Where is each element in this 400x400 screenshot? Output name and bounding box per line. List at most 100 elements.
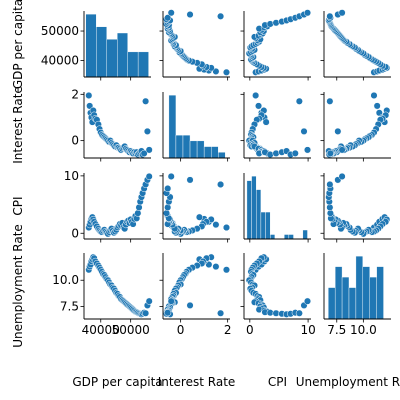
scatter-point <box>195 213 203 221</box>
hist-bar <box>117 32 128 78</box>
scatter-point <box>217 12 225 20</box>
scatter-point <box>145 146 153 154</box>
scatter-point <box>212 263 220 271</box>
scatter-point <box>300 127 308 135</box>
scatter-point <box>217 180 225 189</box>
scatter-point <box>326 97 334 105</box>
scatter-point <box>266 20 274 28</box>
x-axis-label-gdp: GDP per capita <box>72 375 162 389</box>
scatter-point <box>266 150 274 159</box>
panel-cpi-vs-unemp <box>320 172 391 243</box>
scatter-point <box>334 127 342 135</box>
scatter-point <box>255 102 263 110</box>
scatter-point <box>295 97 303 105</box>
scatter-point <box>186 301 194 309</box>
scatter-point <box>212 67 220 75</box>
panel-rate-vs-cpi <box>240 91 312 162</box>
scatter-point <box>338 9 346 17</box>
x-tick-label: 10.0 <box>350 323 377 337</box>
y-tick-label: 2 <box>71 87 79 101</box>
scatter-point <box>86 102 94 110</box>
scatter-point <box>370 91 378 100</box>
panel-rate-vs-gdp: 02 <box>71 87 153 162</box>
panel-cpi-vs-rate <box>159 172 231 243</box>
scatter-point <box>272 309 280 317</box>
hist-bar <box>210 146 219 159</box>
y-tick-label: 10 <box>64 169 79 183</box>
scatter-point <box>222 223 231 232</box>
hist-bar <box>251 175 257 240</box>
scatter-point <box>252 91 260 100</box>
panel-unemp-vs-cpi: 0 10 <box>240 253 316 337</box>
x-tick-label: 7.5 <box>327 323 346 337</box>
x-tick-label: 0 <box>177 323 185 337</box>
hist-bar <box>334 266 343 320</box>
x-tick-label: 50000 <box>112 323 150 337</box>
x-axis-label-unemp: Unemployment Rate <box>296 375 400 389</box>
hist-bar <box>175 134 184 159</box>
hist-bar <box>256 189 262 240</box>
scatter-point <box>140 149 148 157</box>
y-tick-label: 0 <box>71 226 79 240</box>
scatter-point <box>338 172 346 180</box>
y-tick-label: 40000 <box>41 54 79 68</box>
scatter-point <box>85 91 93 100</box>
scatter-point <box>212 221 220 229</box>
y-axis-label-gdp: GDP per capita <box>11 0 25 89</box>
scatter-point <box>145 172 153 180</box>
scatter-point <box>326 12 334 20</box>
scatter-point <box>326 149 334 157</box>
y-tick-label: 0 <box>71 134 79 148</box>
scatter-point <box>266 309 274 317</box>
x-tick-label: 2 <box>224 323 232 337</box>
hist-bar <box>246 180 252 240</box>
panel-rate-vs-unemp <box>320 91 391 162</box>
scatter-point <box>134 209 142 217</box>
scatter-point <box>222 266 231 274</box>
hist-bar <box>302 229 308 240</box>
scatter-point <box>295 309 303 317</box>
hist-bar <box>341 276 350 320</box>
y-axis-label-cpi: CPI <box>11 196 25 215</box>
hist-bar <box>362 266 370 320</box>
scatter-point <box>162 209 171 217</box>
hist-bar <box>328 287 336 320</box>
hist-bar <box>196 140 205 159</box>
scatter-point <box>217 309 225 317</box>
y-axis-label-unemp: Unemployment Rate <box>11 224 25 348</box>
scatter-point <box>164 14 172 22</box>
y-axis-label-rate: Interest Rate <box>11 86 25 164</box>
hist-bar <box>270 234 276 240</box>
hist-bar <box>369 276 377 320</box>
x-tick-label: 10 <box>300 323 315 337</box>
hist-bar <box>218 152 226 159</box>
y-tick-label: 10.0 <box>52 273 79 287</box>
panel-gdp-vs-cpi <box>240 9 312 81</box>
hist-bar <box>260 211 266 240</box>
hist-bar <box>85 13 97 78</box>
panel-cpi-vs-cpi <box>243 173 311 243</box>
panel-cpi-vs-gdp: 0 10 <box>64 169 153 243</box>
scatter-point <box>142 97 150 105</box>
scatter-point <box>222 68 231 76</box>
y-tick-label: 50000 <box>41 24 79 38</box>
hist-bar <box>127 51 139 78</box>
scatter-point <box>164 309 172 317</box>
panel-rate-vs-rate <box>162 92 230 162</box>
hist-bar <box>189 140 198 159</box>
panel-gdp-vs-gdp: 40000 50000 <box>41 11 151 81</box>
hist-bar <box>96 26 107 78</box>
scatter-point <box>186 10 194 19</box>
scatter-point <box>167 297 175 305</box>
hist-bar <box>265 211 271 240</box>
scatter-point <box>142 309 150 317</box>
x-tick-label: 40000 <box>82 323 120 337</box>
hist-bar <box>168 94 177 159</box>
hist-bar <box>203 146 212 159</box>
scatter-point <box>167 172 175 180</box>
y-tick-label: 7.5 <box>60 299 79 313</box>
hist-bar <box>348 287 357 320</box>
